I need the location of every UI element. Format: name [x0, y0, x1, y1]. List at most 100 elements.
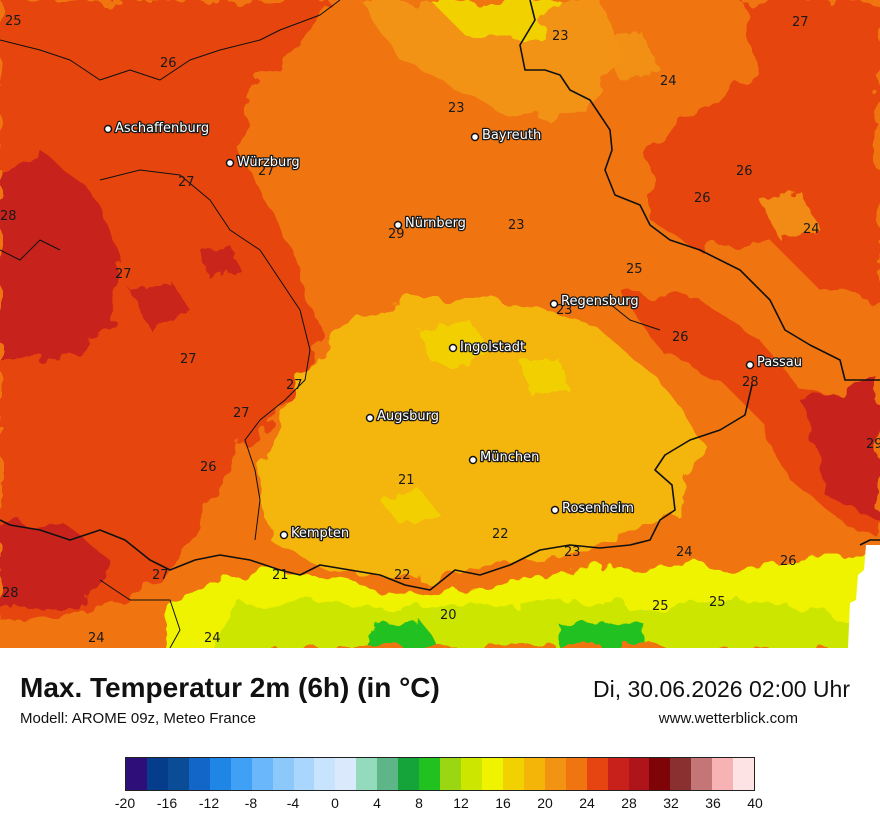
- city-dot: [225, 158, 235, 168]
- temp-label: 27: [233, 406, 250, 421]
- temp-label: 23: [564, 545, 581, 560]
- city-label: München: [480, 450, 539, 465]
- temp-label: 29: [388, 227, 405, 242]
- temp-zone-alps: [210, 600, 860, 648]
- city-label: Bayreuth: [482, 128, 541, 143]
- temp-label: 21: [272, 568, 289, 583]
- legend-tick-label: 28: [621, 795, 637, 811]
- temp-label: 23: [552, 29, 569, 44]
- temp-speckle-central: [380, 320, 570, 525]
- legend-color-segment: [523, 758, 545, 790]
- city-bayreuth: Bayreuth: [470, 127, 543, 144]
- temp-label: 27: [152, 568, 169, 583]
- legend-tick-label: -8: [244, 795, 258, 811]
- city-dot: [393, 220, 403, 230]
- legend-tick-label: -20: [114, 795, 136, 811]
- city-nuernberg: Nürnberg: [393, 215, 467, 232]
- legend-tick-label: 12: [453, 795, 469, 811]
- legend-color-segment: [461, 758, 482, 790]
- website-link[interactable]: www.wetterblick.com: [658, 710, 798, 727]
- temp-zone-north-yellow: [430, 0, 560, 40]
- color-legend-ticks: -20 -16 -12 -8 -4 0 4 8 12 16 20 24 28 32 36 40: [115, 795, 763, 815]
- legend-tick-label: 40: [747, 795, 763, 811]
- city-label: Nürnberg: [405, 216, 466, 231]
- temp-label: 24: [803, 222, 820, 237]
- city-label: Aschaffenburg: [115, 121, 209, 136]
- city-dot: [103, 124, 113, 134]
- legend-color-segment: [691, 758, 713, 790]
- legend-tick-label: 4: [373, 795, 381, 811]
- city-dot: [468, 455, 478, 465]
- legend-color-segment: [251, 758, 273, 790]
- city-rosenheim: Rosenheim: [550, 500, 635, 517]
- temp-label: 25: [5, 14, 22, 29]
- temp-zone-north-cool: [360, 0, 620, 120]
- temp-label: 28: [742, 375, 759, 390]
- temp-label: 27: [115, 267, 132, 282]
- city-regensburg: Regensburg: [549, 293, 640, 310]
- legend-color-segment: [335, 758, 357, 790]
- temp-zone-west-hottest: [0, 150, 120, 360]
- legend-color-segment: [272, 758, 294, 790]
- legend-tick-label: 24: [579, 795, 595, 811]
- city-dot: [365, 413, 375, 423]
- legend-tick-label: 36: [705, 795, 721, 811]
- legend-tick-label: 16: [495, 795, 511, 811]
- legend-color-segment: [586, 758, 608, 790]
- temperature-map: 25 26 23 27 24 23 27 26 26 28 29 23 24 2…: [0, 0, 880, 648]
- legend-color-segment: [544, 758, 566, 790]
- temp-label: 29: [866, 437, 880, 452]
- temp-label: 27: [258, 164, 275, 179]
- country-borders: [0, 0, 880, 591]
- model-info: Modell: AROME 09z, Meteo France: [20, 710, 256, 727]
- temp-speckle-east: [600, 30, 820, 240]
- state-borders: [0, 0, 661, 648]
- temp-label: 26: [672, 330, 689, 345]
- temp-label: 26: [694, 191, 711, 206]
- temp-label: 27: [180, 352, 197, 367]
- city-label: Passau: [757, 355, 802, 370]
- legend-color-segment: [356, 758, 378, 790]
- forecast-datetime: Di, 30.06.2026 02:00 Uhr: [592, 676, 850, 702]
- temp-label: 25: [709, 595, 726, 610]
- temp-label: 23: [448, 101, 465, 116]
- city-label: Würzburg: [237, 155, 300, 170]
- temp-zone-alps-cold: [370, 620, 650, 648]
- temp-label: 22: [492, 527, 509, 542]
- legend-tick-label: 32: [663, 795, 679, 811]
- legend-tick-label: -16: [156, 795, 178, 811]
- temp-zone-southwest-hottest: [0, 520, 110, 610]
- temp-label: 26: [780, 554, 797, 569]
- city-ingolstadt: Ingolstadt: [448, 339, 526, 356]
- legend-tick-label: -4: [286, 795, 300, 811]
- legend-color-segment: [126, 758, 147, 790]
- temp-label: 23: [556, 303, 573, 318]
- city-label: Rosenheim: [562, 501, 634, 516]
- city-label: Ingolstadt: [460, 340, 525, 355]
- legend-color-segment: [146, 758, 168, 790]
- temperature-labels: 25 26 23 27 24 23 27 26 26 28 29 23 24 2…: [0, 14, 880, 646]
- city-augsburg: Augsburg: [365, 408, 440, 425]
- legend-tick-label: 0: [331, 795, 339, 811]
- legend-color-segment: [502, 758, 524, 790]
- map-footer: Max. Temperatur 2m (6h) (in °C) Modell: …: [0, 648, 880, 830]
- legend-color-segment: [440, 758, 461, 790]
- city-dot: [745, 360, 755, 370]
- temp-label: 26: [200, 460, 217, 475]
- legend-color-segment: [209, 758, 231, 790]
- legend-color-segment: [670, 758, 692, 790]
- city-dot: [470, 132, 480, 142]
- color-legend-bar: [125, 757, 755, 791]
- temp-label: 24: [88, 631, 105, 646]
- city-dot: [550, 505, 560, 515]
- city-dot: [279, 530, 289, 540]
- temp-label: 27: [792, 15, 809, 30]
- temp-label: 26: [736, 164, 753, 179]
- temp-label: 28: [2, 586, 19, 601]
- temp-zone-east-hot: [650, 0, 880, 300]
- legend-color-segment: [377, 758, 399, 790]
- city-markers: Aschaffenburg Würzburg Bayreuth Nürnberg…: [103, 120, 803, 542]
- city-label: Regensburg: [561, 294, 639, 309]
- no-data-area: [848, 545, 880, 648]
- legend-tick-label: -12: [198, 795, 220, 811]
